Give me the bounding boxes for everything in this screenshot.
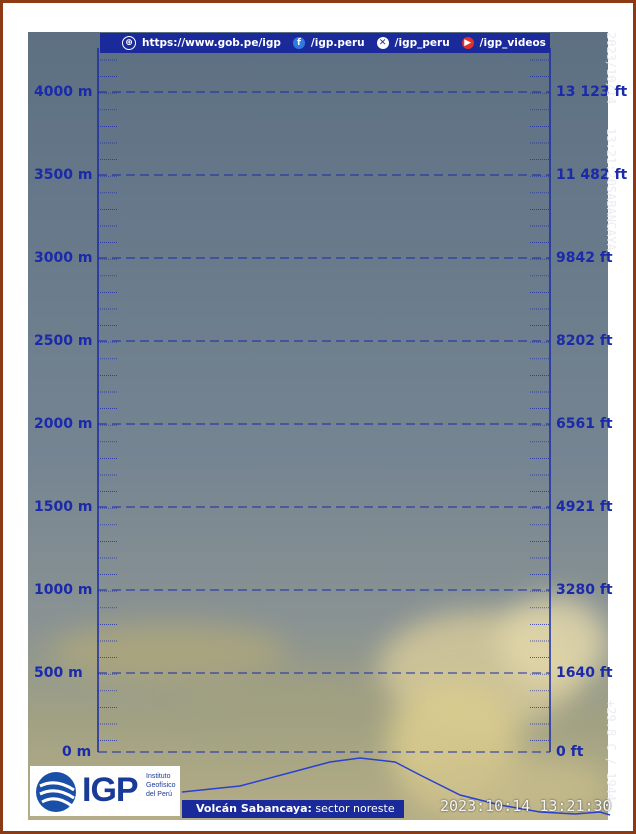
igp-emblem-icon bbox=[34, 770, 84, 814]
scale-label-ft: 6561 ft bbox=[556, 416, 613, 432]
scale-label-m: 500 m bbox=[34, 665, 83, 681]
logo-acronym: IGP bbox=[82, 771, 138, 810]
logo-line: del Perú bbox=[146, 790, 176, 799]
scale-label-ft: 1640 ft bbox=[556, 665, 613, 681]
logo-line: Geofísico bbox=[146, 781, 176, 790]
igp-logo: IGP Instituto Geofísico del Perú bbox=[30, 766, 180, 816]
scale-label-m: 0 m bbox=[62, 744, 91, 760]
scale-label-m: 2000 m bbox=[34, 416, 92, 432]
scale-label-m: 1500 m bbox=[34, 499, 92, 515]
videos-link[interactable]: /igp_videos bbox=[480, 37, 546, 49]
x-icon: ✕ bbox=[377, 37, 389, 49]
globe-icon: ⊕ bbox=[122, 36, 136, 50]
scale-label-m: 2500 m bbox=[34, 333, 92, 349]
volcano-name: Volcán Sabancaya: bbox=[196, 802, 312, 815]
youtube-icon: ▶ bbox=[462, 37, 474, 49]
scale-label-m: 1000 m bbox=[34, 582, 92, 598]
scale-label-ft: 0 ft bbox=[556, 744, 583, 760]
scale-label-ft: 3280 ft bbox=[556, 582, 613, 598]
scale-label-ft: 4921 ft bbox=[556, 499, 613, 515]
scale-label-m: 3500 m bbox=[34, 167, 92, 183]
scale-label-ft: 9842 ft bbox=[556, 250, 613, 266]
temperature-stamp: +29.8 C / 1944 bbox=[604, 700, 618, 801]
x-link[interactable]: /igp_peru bbox=[395, 37, 450, 49]
time-station-stamp: 13:21:20SABANCAYA bbox=[604, 128, 618, 251]
logo-line: Instituto bbox=[146, 772, 176, 781]
links-bar: ⊕ https://www.gob.pe/igp f /igp.peru ✕ /… bbox=[100, 33, 550, 53]
timestamp: 2023:10:14 13:21:30 bbox=[440, 797, 612, 815]
website-link[interactable]: https://www.gob.pe/igp bbox=[142, 37, 281, 49]
scale-label-ft: 8202 ft bbox=[556, 333, 613, 349]
date-stamp: 2023/10/14 bbox=[604, 32, 618, 104]
facebook-link[interactable]: /igp.peru bbox=[311, 37, 365, 49]
scale-label-m: 3000 m bbox=[34, 250, 92, 266]
caption-bar: Volcán Sabancaya: sector noreste bbox=[182, 800, 404, 818]
sector-label: sector noreste bbox=[312, 802, 395, 815]
scale-label-m: 4000 m bbox=[34, 84, 92, 100]
facebook-icon: f bbox=[293, 37, 305, 49]
